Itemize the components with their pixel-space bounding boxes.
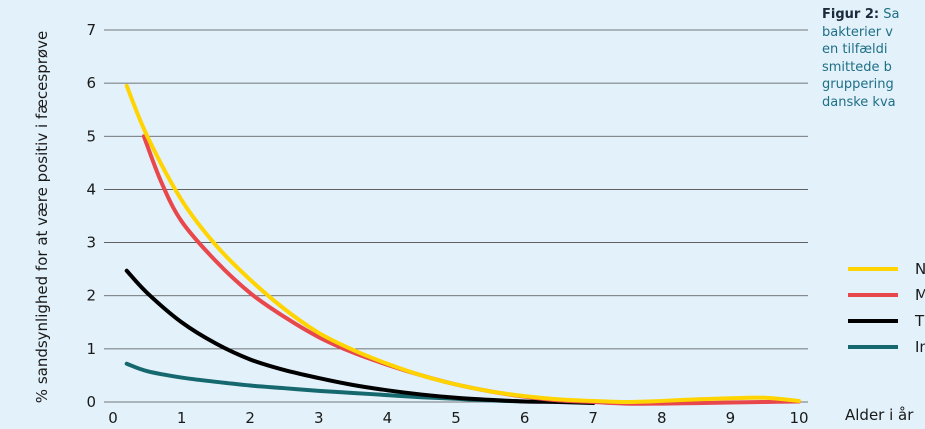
y-tick-label: 7 [86, 21, 96, 39]
x-tick-label: 4 [383, 409, 393, 427]
gridlines [104, 29, 808, 403]
y-axis-label: % sandsynlighed for at være positiv i fæ… [33, 31, 51, 403]
caption-line: gruppering [822, 77, 894, 92]
x-tick-label: 10 [789, 409, 808, 427]
x-tick-label: 1 [177, 409, 187, 427]
legend: NMT In [848, 260, 925, 356]
x-tick-label: 9 [726, 409, 736, 427]
x-tick-label: 3 [314, 409, 324, 427]
y-tick-label: 2 [86, 287, 96, 305]
y-tick-label: 5 [86, 127, 96, 145]
x-tick-labels: 0 1 2 3 4 5 6 7 8 9 10 [108, 409, 808, 427]
y-tick-labels: 0 1 2 3 4 5 6 7 [86, 21, 96, 411]
legend-label: T [914, 312, 925, 330]
caption-line: bakterier v [822, 24, 893, 40]
x-tick-label: 8 [657, 409, 667, 427]
caption-line: Sa [883, 7, 900, 22]
x-axis-label: Alder i år [845, 406, 914, 424]
series-lines [124, 83, 801, 406]
x-tick-label: 5 [451, 409, 461, 427]
x-tick-label: 7 [588, 409, 598, 427]
series-line [124, 83, 801, 404]
caption-line: danske kva [822, 94, 896, 110]
y-tick-label: 3 [86, 234, 96, 252]
x-tick-label: 2 [245, 409, 255, 427]
x-tick-label: 6 [520, 409, 530, 427]
figure-caption: Figur 2: Sa bakterier v en tilfældi smit… [822, 6, 925, 156]
caption-line: smittede b [822, 59, 892, 75]
y-tick-label: 4 [86, 180, 96, 198]
x-tick-label: 0 [108, 409, 118, 427]
caption-line: en tilfældi [822, 42, 888, 57]
legend-label: N [915, 260, 925, 278]
y-tick-label: 1 [86, 340, 96, 358]
legend-label: In [915, 338, 925, 356]
caption-lead: Figur 2: [822, 7, 880, 22]
y-tick-label: 6 [86, 74, 96, 92]
series-line [124, 361, 527, 404]
legend-label: M [915, 286, 925, 304]
y-tick-label: 0 [86, 393, 96, 411]
series-line [124, 268, 596, 406]
